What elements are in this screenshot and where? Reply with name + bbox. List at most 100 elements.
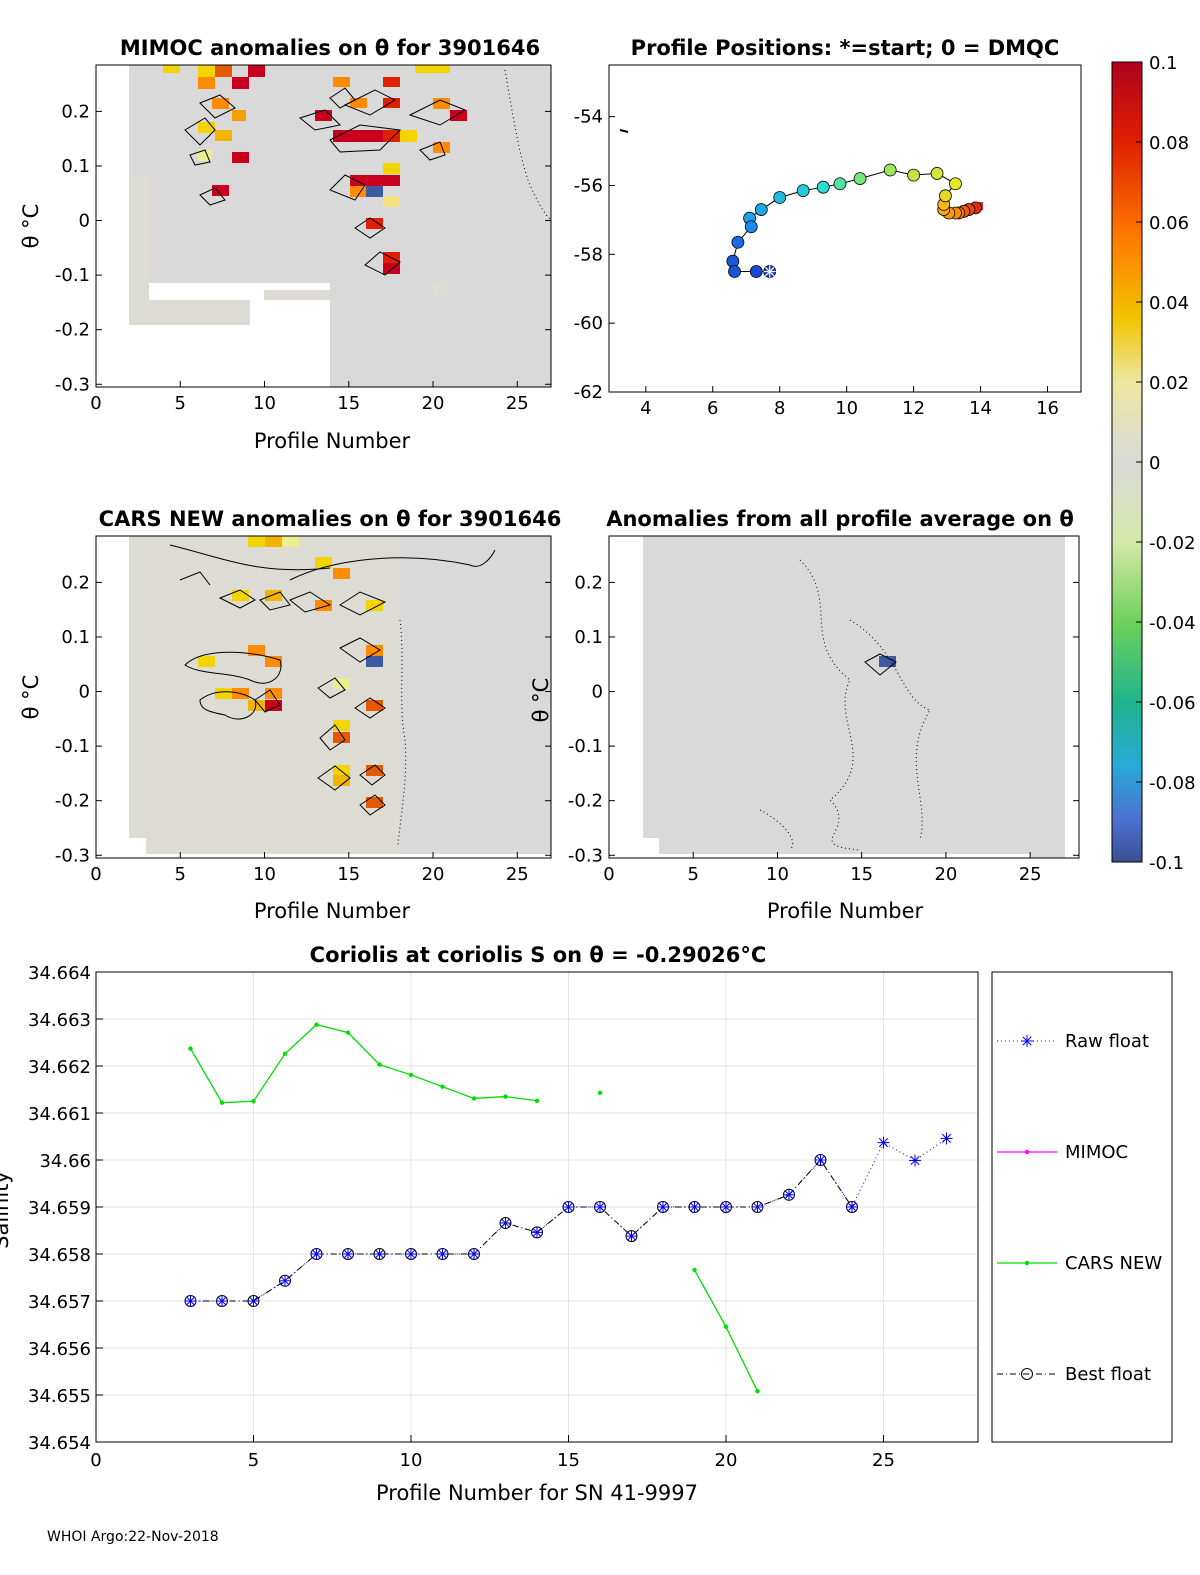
x-tick-label: 5 [248, 1450, 259, 1471]
raw-float-point-stroke [532, 1227, 542, 1237]
allavg-anomaly-cell [879, 656, 896, 667]
anomaly-cell [198, 77, 215, 89]
anomaly-cell [315, 110, 332, 121]
y-tick-label: -0.2 [568, 791, 603, 812]
legend-raw-marker [1021, 1035, 1033, 1047]
x-tick-label: 20 [422, 393, 445, 414]
cars-new-point [723, 1324, 729, 1330]
y-tick-label: -58 [574, 244, 603, 265]
raw-float-point-stroke [343, 1249, 353, 1259]
raw-float-point-stroke [689, 1202, 700, 1212]
raw-float-point-stroke [374, 1249, 385, 1259]
raw-float-point-stroke [752, 1202, 763, 1212]
y-tick-label: -0.1 [568, 736, 603, 757]
x-tick-label: 14 [969, 398, 992, 419]
x-tick-label: 10 [253, 864, 276, 885]
cars-new-point [440, 1084, 445, 1089]
salinity-title: Coriolis at coriolis S on θ = -0.29026°C [310, 943, 767, 967]
raw-float-point [751, 1201, 764, 1213]
raw-float-point [216, 1295, 228, 1307]
anomaly-cell [450, 110, 467, 121]
anomaly-cell [232, 152, 249, 163]
y-tick-label: 34.663 [28, 1010, 91, 1031]
raw-float-point [783, 1188, 795, 1201]
colorbar-tick-label: 0.04 [1149, 293, 1189, 314]
anomaly-cell [383, 163, 400, 174]
cars-new-point [503, 1094, 508, 1099]
legend-box [991, 971, 1173, 1443]
raw-float-point [279, 1274, 291, 1287]
raw-float-point [310, 1248, 323, 1260]
x-tick-label: 10 [400, 1450, 423, 1471]
raw-float-point-stroke [437, 1249, 448, 1259]
mimoc-panel: MIMOC anomalies on θ for 3901646 0 5 10 15 2… [19, 36, 552, 453]
legend-label: MIMOC [1065, 1142, 1128, 1163]
anomaly-cell [264, 290, 330, 300]
colorbar-tick-label: -0.1 [1149, 853, 1184, 874]
y-tick-label: 0.2 [574, 572, 603, 593]
legend-mimoc-marker [1024, 1149, 1030, 1155]
anomaly-cell [232, 77, 249, 89]
anomaly-cell [366, 600, 383, 611]
anomaly-cell [383, 196, 400, 207]
allavg-xlabel: Profile Number [767, 899, 924, 923]
anomaly-cell [265, 536, 282, 547]
y-tick-label: 0 [592, 682, 603, 703]
colorbar: 0.1 0.08 0.06 0.04 0.02 0 -0.02 -0.04 -0.06 -0.08… [1111, 53, 1196, 874]
x-tick-label: 5 [175, 393, 186, 414]
raw-float-point-stroke [248, 1296, 259, 1306]
anomaly-cell [232, 110, 246, 121]
y-tick-label: 34.661 [28, 1104, 91, 1125]
raw-float-point-stroke [626, 1231, 637, 1241]
raw-float-point [468, 1248, 480, 1260]
raw-float-point [940, 1132, 953, 1145]
salinity-panel: Coriolis at coriolis S on θ = -0.29026°C… [0, 943, 1173, 1545]
anomaly-cell [198, 122, 215, 133]
profile-position-point [907, 168, 921, 182]
raw-float-point [499, 1216, 512, 1229]
raw-float-point-stroke [847, 1202, 857, 1212]
raw-float-point-stroke [563, 1202, 574, 1212]
cars-title: CARS NEW anomalies on θ for 3901646 [99, 507, 562, 531]
y-tick-label: 34.659 [28, 1198, 91, 1219]
cars-new-point [692, 1267, 697, 1273]
anomaly-cell [400, 536, 551, 854]
allavg-empty-region [1030, 850, 1065, 858]
y-tick-label: 0.1 [574, 627, 603, 648]
raw-float-point-stroke [406, 1249, 416, 1259]
anomaly-cell [383, 98, 400, 108]
x-tick-label: 6 [707, 398, 718, 419]
anomaly-cell [248, 700, 265, 711]
raw-float-point-stroke [280, 1276, 290, 1286]
y-tick-label: 34.656 [28, 1339, 91, 1360]
anomaly-cell [400, 130, 417, 142]
raw-float-point [562, 1201, 575, 1213]
anomaly-cell [333, 130, 383, 142]
anomaly-cell [333, 732, 350, 743]
raw-float-point [405, 1248, 417, 1260]
allavg-zero-contour [759, 559, 931, 851]
allavg-anomaly-field [643, 536, 1065, 854]
anomaly-cell [265, 700, 282, 711]
raw-float-point-stroke [469, 1249, 479, 1259]
positions-title: Profile Positions: *=start; 0 = DMQC [631, 36, 1060, 60]
anomaly-cell [333, 720, 350, 731]
y-tick-label: 0.2 [61, 101, 90, 122]
y-tick-label: -0.1 [55, 265, 90, 286]
y-tick-label: -0.1 [55, 736, 90, 757]
raw-float-point [342, 1248, 354, 1260]
profile-position-point [749, 265, 763, 278]
anomaly-cell [383, 263, 400, 274]
raw-float-point [688, 1201, 701, 1213]
anomaly-cell [415, 65, 450, 73]
y-tick-label: -0.3 [568, 845, 603, 866]
cars-new-point [314, 1022, 319, 1027]
profile-position-point [853, 172, 867, 185]
x-tick-label: 15 [557, 1450, 580, 1471]
anomaly-cell [212, 185, 229, 196]
anomaly-cell [366, 186, 383, 197]
profile-position-point [883, 163, 897, 177]
cars-new-point [755, 1389, 760, 1394]
positions-coastline-fragment [619, 129, 629, 133]
profile-position-point [731, 235, 745, 249]
